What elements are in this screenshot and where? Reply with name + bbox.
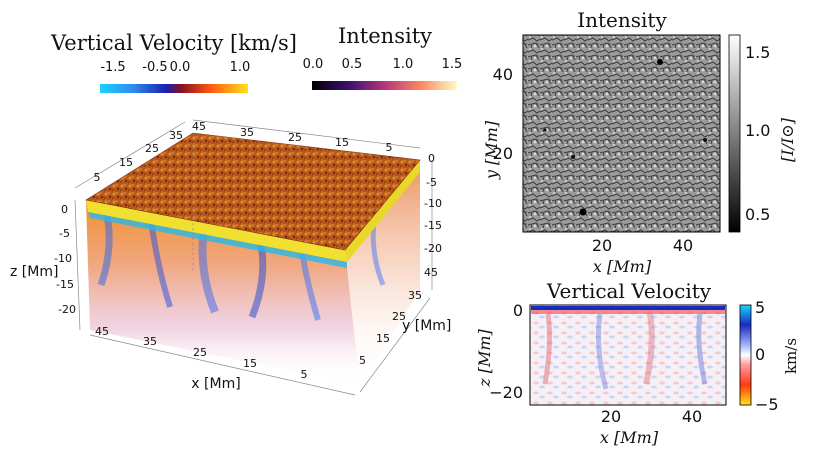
velocity-slice	[529, 304, 727, 406]
intensity-cbar-label: [I/I⊙]	[778, 117, 797, 162]
cube-axes	[74, 119, 433, 396]
cube-top-x-tick: 45	[192, 120, 206, 133]
intensity-y-tick: 40	[493, 65, 513, 84]
velocity-tick: -1.5	[100, 60, 125, 75]
cube-y-label: y [Mm]	[402, 318, 451, 334]
cube-y-tick: 15	[376, 332, 390, 345]
intensity-y-tick: 20	[493, 144, 513, 163]
cube-z-label: z [Mm]	[10, 264, 58, 280]
velocity-cbar-tick: −5	[755, 395, 779, 414]
cube-rim-front	[86, 200, 347, 262]
velocity-x-tick: 20	[601, 407, 621, 426]
cube-left-z-tick: -5	[59, 227, 70, 240]
velocity-x-label: x [Mm]	[600, 428, 659, 447]
intensity-cbar-tick: 1.5	[745, 43, 770, 62]
cube-bottom-x-tick: 15	[243, 357, 257, 370]
velocity-tick: 0.0	[170, 60, 191, 75]
intensity-colorbar-title: Intensity	[338, 24, 432, 48]
intensity-cbar-tick: 1.0	[745, 121, 770, 140]
velocity-y-label: z [Mm]	[475, 328, 494, 387]
cube-top-x-tick: 25	[288, 131, 302, 144]
cube-y-tick: 25	[392, 310, 406, 323]
cube-rim-right	[345, 160, 420, 262]
velocity-colorbar-gradient	[100, 84, 248, 93]
cube-bottom-x-tick: 5	[301, 368, 308, 381]
velocity-tick: -0.5	[142, 60, 167, 75]
velocity-tick: 1.0	[230, 60, 251, 75]
intensity-panel-title: Intensity	[577, 8, 667, 32]
intensity-panel-colorbar	[728, 34, 741, 233]
cube-left-z-tick: -15	[56, 278, 74, 291]
velocity-panel-title: Vertical Velocity	[546, 279, 712, 303]
intensity-tick: 0.5	[342, 57, 363, 72]
intensity-cbar-tick: 0.5	[745, 205, 770, 224]
intensity-dark-spots	[543, 59, 707, 216]
intensity-tick: 1.5	[442, 57, 463, 72]
cube-bottom-x-tick: 35	[143, 335, 157, 348]
cube-top-y-tick: 35	[169, 129, 183, 142]
cube-top-y-tick: 25	[145, 142, 159, 155]
velocity-y-tick: −20	[489, 383, 523, 402]
cube-bottom-x-tick: 25	[193, 346, 207, 359]
cube-y-tick: 45	[424, 266, 438, 279]
intensity-tick: 1.0	[393, 57, 414, 72]
cube-x-label: x [Mm]	[191, 376, 240, 392]
cube-top-y-tick: 15	[119, 156, 133, 169]
cube-left-z-tick: -20	[58, 303, 76, 316]
velocity-cbar-label: km/s	[782, 338, 800, 374]
cube-right-z-tick: -5	[426, 176, 437, 189]
velocity-colorbar: Vertical Velocity [km/s] -1.5 -0.5 0.0 1…	[50, 31, 297, 93]
velocity-cbar-tick: 5	[755, 298, 765, 317]
intensity-x-tick: 40	[673, 236, 693, 255]
velocity-surface-layer	[531, 306, 725, 310]
cube-y-tick: 35	[408, 289, 422, 302]
cube-top-x-tick: 15	[335, 136, 349, 149]
cube-top-surface	[85, 132, 421, 251]
cube-right-z-tick: -20	[424, 242, 442, 255]
velocity-plumes	[542, 313, 708, 390]
intensity-x-label: x [Mm]	[593, 257, 652, 276]
cube-3d: 45 35 25 15 5 5 15 25 35 0 -5 -10 -15 -2…	[10, 119, 451, 396]
intensity-y-label: y [Mm]	[482, 120, 501, 180]
cube-top-x-tick: 35	[240, 126, 254, 139]
cube-y-tick: 5	[359, 354, 366, 367]
cube-left-z-tick: 0	[61, 203, 68, 216]
intensity-tick: 0.0	[303, 57, 324, 72]
cube-right-face	[345, 160, 420, 385]
cube-right-z-tick: -15	[424, 219, 442, 232]
cube-top-x-tick: 5	[386, 141, 393, 154]
intensity-x-tick: 20	[592, 236, 612, 255]
velocity-y-tick: 0	[513, 301, 523, 320]
velocity-colorbar-title: Vertical Velocity [km/s]	[50, 31, 297, 55]
cube-left-z-tick: -10	[54, 252, 72, 265]
intensity-panel: Intensity 40 20 y [Mm] 20 40 x [Mm] 1.5 …	[482, 8, 797, 276]
velocity-panel: Vertical Velocity 0 −20 z [Mm] 20 40 x […	[475, 279, 800, 447]
cube-bottom-x-tick: 45	[95, 325, 109, 338]
cube-right-z-tick: 0	[428, 152, 435, 165]
velocity-x-tick: 40	[682, 407, 702, 426]
intensity-colorbar: Intensity 0.0 0.5 1.0 1.5	[303, 24, 463, 90]
velocity-cbar-tick: 0	[755, 345, 765, 364]
cube-right-z-tick: -10	[424, 197, 442, 210]
intensity-colorbar-gradient	[312, 81, 457, 90]
intensity-map	[522, 34, 721, 233]
cube-top-y-tick: 5	[94, 171, 101, 184]
velocity-panel-colorbar	[739, 304, 752, 406]
